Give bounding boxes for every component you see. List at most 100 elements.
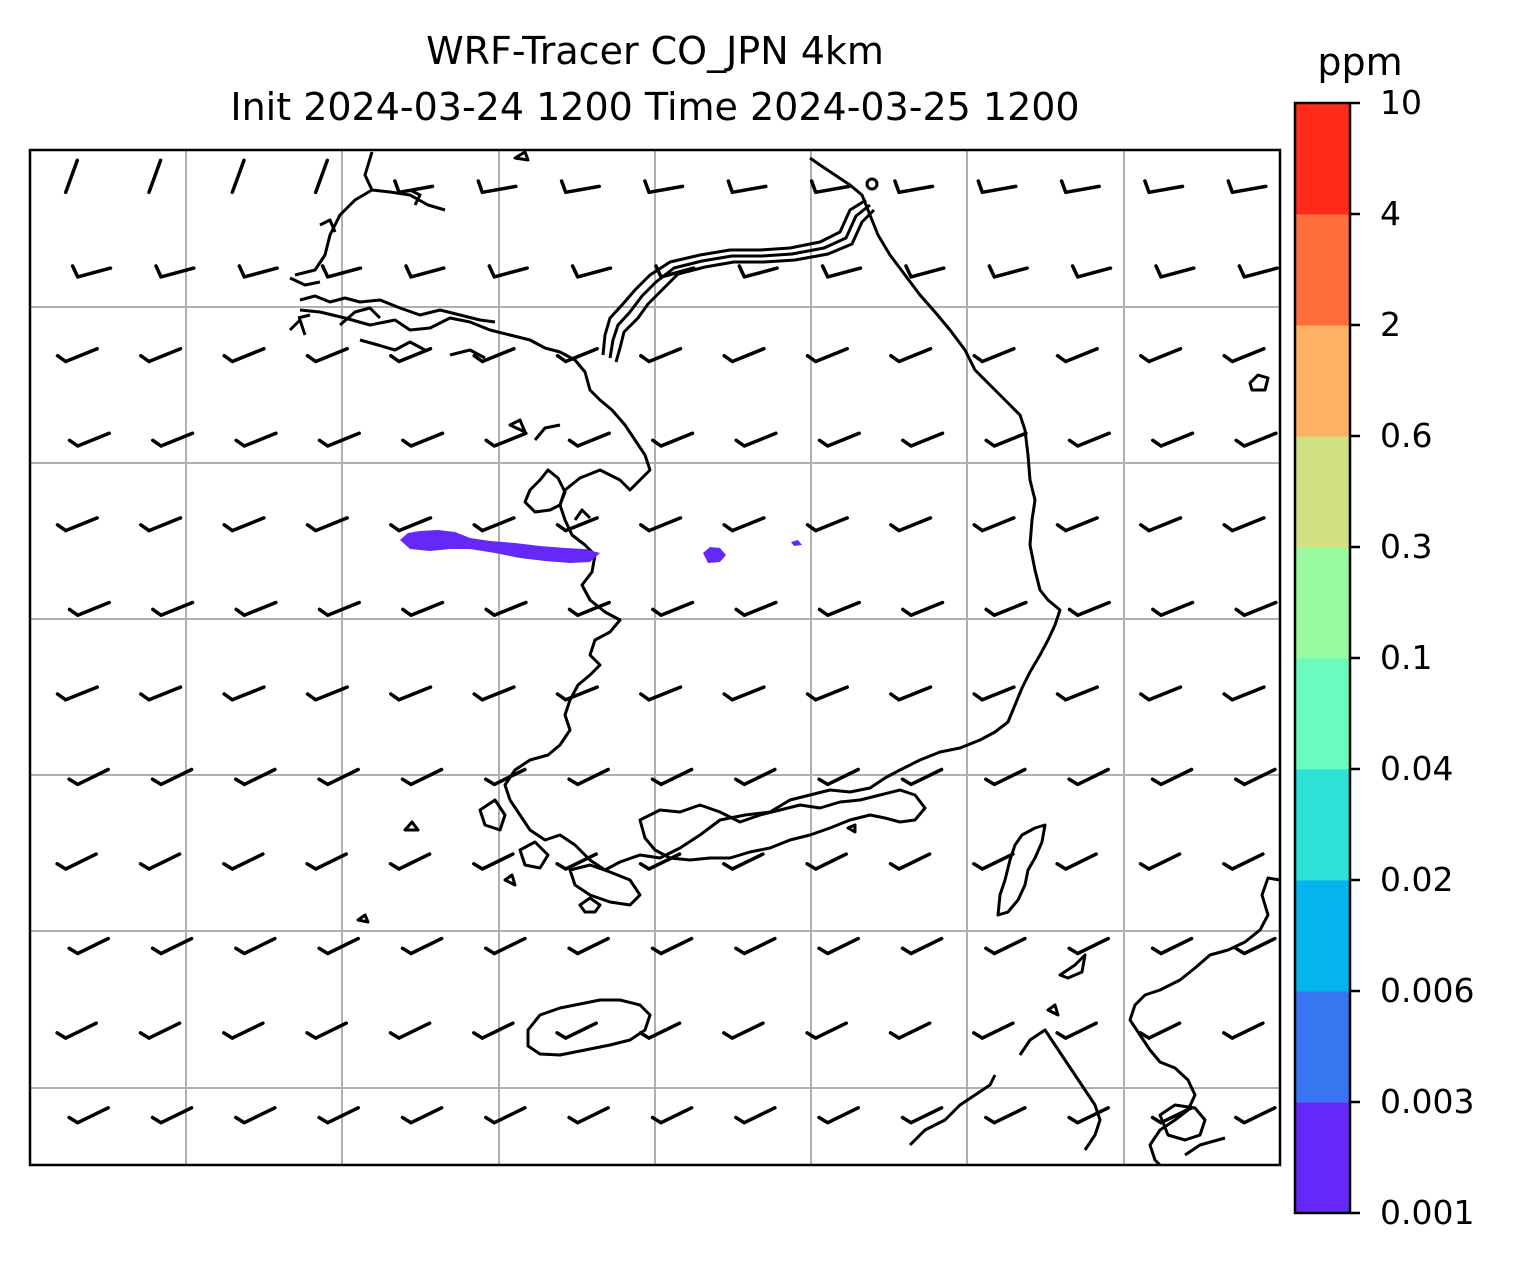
wind-barb	[317, 600, 361, 617]
colorbar-tick-label: 0.006	[1380, 971, 1475, 1010]
wind-barb	[63, 158, 80, 195]
wind-barb	[222, 685, 266, 702]
wind-barb	[55, 1021, 98, 1040]
wind-barb	[722, 1021, 765, 1040]
wind-barb	[484, 1106, 527, 1125]
wind-barb	[484, 431, 528, 448]
wind-barb	[138, 1021, 182, 1040]
wind-barb	[900, 936, 944, 956]
wind-barb	[151, 431, 195, 448]
wind-barb	[317, 1106, 360, 1125]
wind-barb	[1139, 346, 1183, 364]
coastline-western-islands	[288, 306, 927, 924]
wind-barb	[487, 264, 529, 279]
wind-barb	[1154, 264, 1196, 279]
wind-barb	[972, 1021, 1015, 1040]
colorbar-segment	[1295, 325, 1350, 437]
wind-barb	[904, 264, 946, 279]
colorbar-segment	[1295, 880, 1350, 992]
wind-barb	[320, 264, 363, 279]
wind-barb	[404, 264, 446, 279]
colorbar-unit-label: ppm	[1317, 40, 1403, 84]
wind-barb	[817, 1106, 860, 1125]
wind-barb	[313, 158, 330, 195]
wind-barb	[1150, 936, 1194, 956]
wind-barb	[400, 767, 444, 787]
wind-barb	[654, 264, 696, 279]
wind-barb	[555, 685, 599, 702]
wind-barb	[484, 767, 527, 787]
wind-barb	[1055, 1021, 1098, 1040]
wind-barb	[893, 179, 935, 195]
wind-barb	[305, 346, 349, 364]
wind-barb	[389, 516, 433, 533]
wind-barb	[976, 179, 1018, 195]
wind-barb	[1151, 431, 1195, 448]
colorbar-segment	[1295, 769, 1350, 881]
wind-barb	[1143, 179, 1185, 195]
colorbar-segment	[1295, 1102, 1350, 1214]
wind-barb	[1067, 936, 1110, 956]
wind-barb	[639, 516, 683, 533]
wind-barb	[150, 1106, 194, 1125]
wind-barb	[389, 685, 433, 702]
wind-barb	[638, 852, 682, 871]
wind-barb	[984, 767, 1027, 787]
wind-barbs	[55, 158, 1279, 1125]
colorbar-tick-label: 0.3	[1380, 527, 1433, 566]
wind-barb	[55, 516, 99, 533]
wind-barb	[972, 685, 1016, 702]
wind-barb	[1059, 179, 1101, 195]
wind-barb	[234, 936, 277, 956]
wind-barb	[984, 936, 1027, 956]
wind-barb	[317, 936, 360, 956]
wind-barb	[734, 1106, 777, 1125]
wind-barb	[1139, 685, 1183, 702]
wind-barb	[222, 852, 265, 871]
coastlines	[288, 150, 1281, 1167]
wind-barb	[1222, 852, 1265, 871]
wind-barb	[139, 685, 183, 702]
wind-barb	[643, 179, 685, 195]
wind-barb	[1234, 431, 1278, 448]
wind-barb	[484, 936, 527, 956]
wind-barb	[55, 346, 99, 364]
wind-barb	[722, 685, 766, 702]
wind-barb	[737, 264, 779, 279]
wind-barb	[484, 600, 528, 617]
wind-barb	[555, 852, 598, 871]
wind-barb	[222, 346, 266, 364]
coastline-north-border	[601, 198, 876, 363]
wind-barb	[305, 852, 348, 871]
wind-barb	[1138, 852, 1182, 871]
wind-barb	[984, 600, 1028, 617]
wind-barb	[1237, 264, 1279, 279]
wind-barb	[234, 600, 278, 617]
wind-barb	[222, 1021, 265, 1040]
wind-barb	[1055, 516, 1099, 533]
wind-barb	[67, 431, 111, 448]
wind-barb	[401, 600, 445, 617]
wind-barb	[1234, 936, 1277, 956]
wind-barb	[138, 852, 182, 871]
wind-barb	[234, 431, 278, 448]
wind-barb	[393, 179, 435, 195]
wind-barb	[154, 264, 196, 279]
wind-barb	[237, 264, 279, 279]
wind-barb	[555, 516, 599, 533]
wind-barb	[900, 1106, 944, 1125]
wind-barb	[734, 600, 778, 617]
wind-barb	[1234, 767, 1277, 787]
wind-barb	[567, 600, 611, 617]
wind-barb	[67, 1106, 110, 1125]
wind-barb	[889, 685, 933, 702]
wind-barb	[639, 685, 683, 702]
wind-barb	[889, 346, 933, 364]
wind-barb	[567, 431, 611, 448]
gridlines	[30, 150, 1280, 1165]
wind-barb	[570, 264, 613, 279]
wind-barb	[388, 852, 432, 871]
wind-barb	[388, 1021, 432, 1040]
wind-barb	[651, 431, 695, 448]
